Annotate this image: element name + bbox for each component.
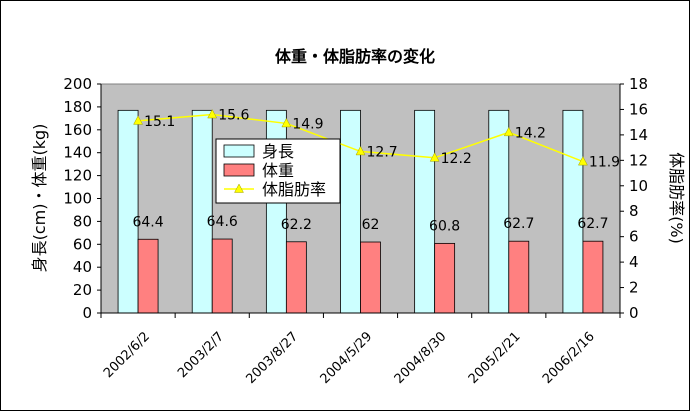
point-body-fat: [429, 152, 440, 162]
bars-layer: [117, 109, 604, 314]
bar-weight: [434, 242, 456, 314]
bar-height: [340, 109, 361, 314]
data-label-body-fat: 15.1: [144, 114, 175, 130]
y-tick-label-left: 180: [63, 98, 92, 116]
data-label-body-fat: 11.9: [589, 155, 620, 171]
legend-label: 体重: [262, 161, 294, 180]
bar-weight: [211, 238, 233, 314]
bar-height: [191, 109, 213, 314]
data-label-body-fat: 14.2: [515, 125, 546, 141]
data-label-body-fat: 14.9: [292, 116, 323, 132]
bar-height: [562, 109, 584, 314]
y-tick-label-left: 60: [73, 235, 92, 253]
data-label-weight: 60.8: [429, 218, 460, 234]
y-tick-label-left: 0: [82, 304, 92, 322]
y-tick-label-left: 100: [63, 190, 92, 208]
y-tick-label-right: 0: [629, 304, 639, 322]
data-label-weight: 62.7: [577, 216, 608, 232]
y-tick-label-right: 16: [629, 100, 648, 118]
legend-label: 体脂肪率: [262, 180, 326, 199]
legend-label: 身長: [262, 142, 294, 161]
data-label-body-fat: 12.7: [367, 144, 398, 160]
line-layer: [133, 108, 588, 166]
point-body-fat: [578, 156, 588, 166]
y-tick-label-right: 14: [629, 126, 648, 144]
y-tick-label-right: 10: [629, 177, 648, 195]
y-tick-label-right: 4: [629, 253, 639, 271]
point-body-fat: [281, 117, 292, 128]
chart-title: 体重・体脂肪率の変化: [275, 47, 435, 66]
y-tick-label-right: 2: [629, 279, 639, 297]
y-tick-label-left: 140: [63, 144, 92, 162]
data-label-weight: 64.4: [132, 214, 163, 230]
data-label-weight: 62: [362, 217, 380, 233]
data-label-body-fat: 12.2: [441, 151, 472, 167]
y-tick-label-left: 200: [63, 75, 92, 93]
y-axis-right-label: 体脂肪率(%): [667, 152, 686, 244]
y-tick-label-right: 18: [629, 75, 648, 93]
legend-swatch: [223, 163, 255, 177]
bar-height: [488, 109, 510, 314]
y-tick-label-right: 6: [629, 228, 639, 246]
bar-height: [414, 109, 436, 314]
y-tick-label-right: 12: [629, 151, 648, 169]
point-body-fat: [355, 145, 366, 156]
y-tick-label-left: 40: [73, 258, 92, 276]
bar-weight: [285, 241, 307, 314]
y-tick-label-left: 20: [73, 281, 92, 299]
y-tick-label-left: 160: [63, 121, 92, 139]
y-tick-label-left: 80: [73, 212, 92, 230]
bar-weight: [137, 238, 159, 314]
data-label-body-fat: 15.6: [218, 108, 249, 124]
y-tick-label-right: 8: [629, 202, 639, 220]
legend-swatch: [223, 144, 255, 158]
y-tick-label-left: 120: [63, 167, 92, 185]
data-label-weight: 62.7: [503, 216, 534, 232]
data-label-weight: 62.2: [281, 217, 312, 233]
data-labels-layer: 64.4 64.6 62.2 62 60.8 62.7 62.7 15.1 15.6 14.9 12…: [132, 108, 620, 235]
point-body-fat: [133, 115, 143, 125]
data-label-weight: 64.6: [207, 214, 238, 230]
legend-marker: [234, 183, 244, 193]
bar-weight: [360, 241, 381, 314]
y-axis-left-label: 身長(cm)・体重(kg): [30, 124, 49, 273]
bar-height: [117, 109, 139, 314]
bar-weight: [508, 240, 530, 314]
bar-weight: [582, 240, 604, 314]
point-body-fat: [207, 108, 218, 119]
point-body-fat: [503, 126, 514, 137]
